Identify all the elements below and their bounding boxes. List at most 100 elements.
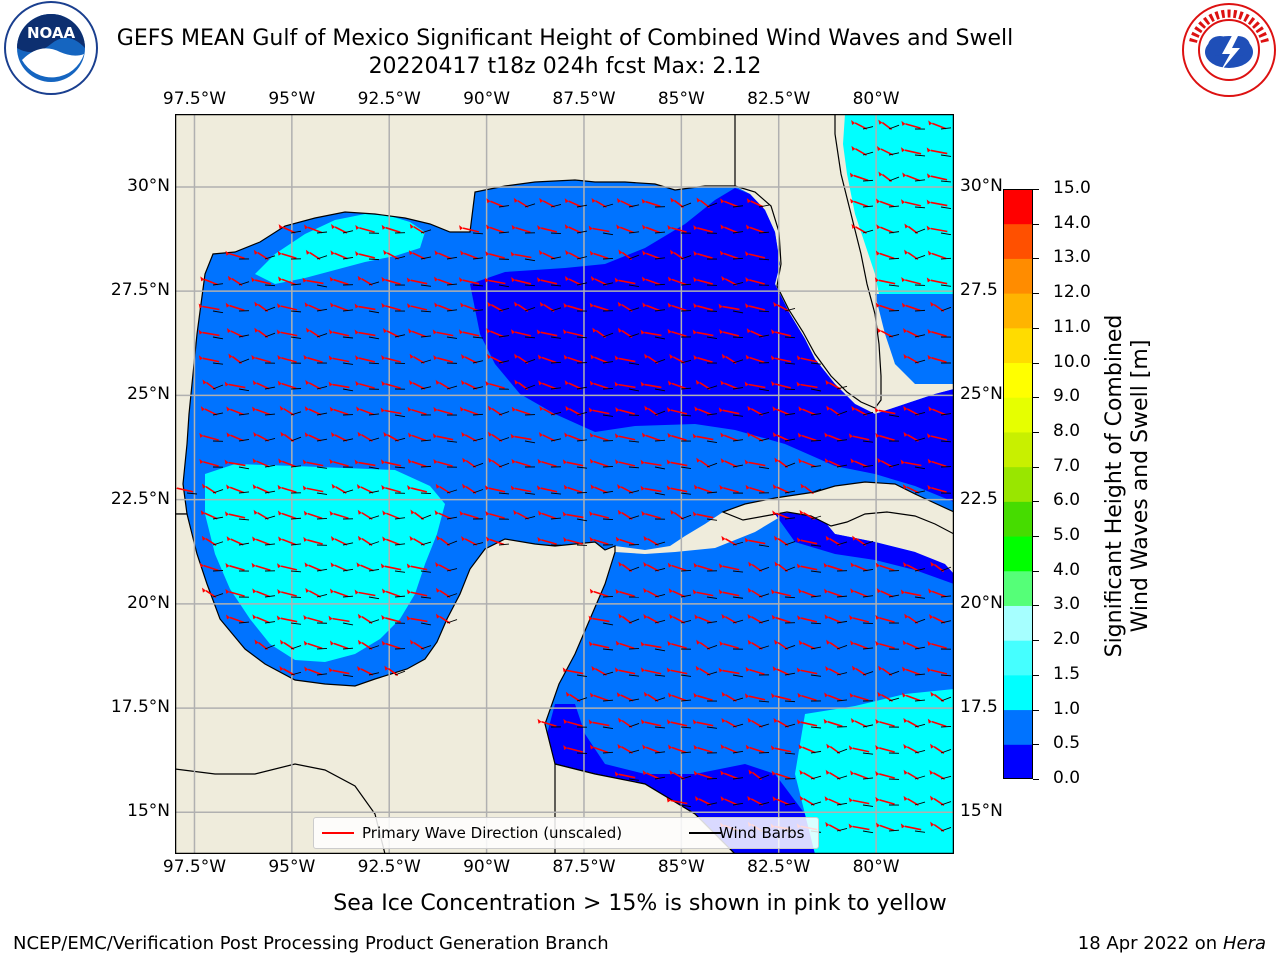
- wind-barb: [368, 490, 380, 494]
- wind-barb: [394, 334, 406, 338]
- land-us-coast: [175, 114, 736, 515]
- wind-barb: [628, 749, 640, 754]
- wave-direction-arrow: [589, 744, 614, 754]
- wind-barb: [368, 672, 380, 676]
- wave-direction-arrow: [826, 743, 848, 755]
- wind-barb: [940, 620, 952, 624]
- wind-barb: [758, 544, 770, 548]
- wind-barb: [576, 466, 588, 469]
- wind-barb: [654, 336, 666, 340]
- wind-barb: [732, 541, 744, 546]
- wind-barb: [862, 569, 874, 572]
- wave-direction-arrow: [670, 249, 692, 260]
- wave-direction-arrow: [641, 276, 666, 286]
- wind-barb: [680, 514, 692, 520]
- wind-barb: [446, 568, 458, 572]
- wind-barb: [394, 670, 406, 676]
- wind-barb: [732, 387, 744, 390]
- wind-barb: [836, 541, 848, 546]
- wind-barb: [888, 463, 900, 468]
- wind-barb: [524, 336, 536, 339]
- colorbar-tick-mark: [1033, 640, 1039, 642]
- wave-direction-arrow: [381, 640, 406, 650]
- wave-direction-arrow: [279, 405, 302, 416]
- wind-barb: [628, 515, 640, 520]
- wave-direction-arrow: [618, 613, 640, 625]
- wind-barb: [342, 230, 354, 234]
- wind-barb: [576, 204, 588, 208]
- wave-direction-arrow: [694, 614, 718, 624]
- wind-barb: [472, 386, 484, 390]
- wave-direction-arrow: [277, 588, 302, 598]
- wave-direction-arrow: [745, 303, 770, 313]
- wave-direction-arrow: [252, 406, 276, 416]
- wind-barb: [316, 385, 328, 390]
- wind-barb: [810, 646, 822, 650]
- wave-direction-arrow: [408, 432, 432, 442]
- wave-direction-arrow: [902, 692, 926, 702]
- wind-barb: [784, 490, 796, 494]
- wind-barb: [264, 644, 276, 650]
- wind-barb: [810, 595, 822, 598]
- wave-direction-arrow: [642, 302, 666, 312]
- wind-barb: [732, 257, 744, 260]
- wind-barb: [862, 647, 874, 650]
- wave-direction-arrow: [511, 224, 536, 234]
- wave-direction-arrow: [380, 459, 406, 469]
- wave-direction-arrow: [615, 640, 640, 650]
- wave-direction-arrow: [226, 328, 250, 338]
- wind-barb: [862, 179, 874, 182]
- wind-barb: [810, 488, 822, 494]
- wave-direction-arrow: [407, 303, 432, 313]
- wave-direction-arrow: [851, 119, 874, 130]
- wind-barb: [264, 332, 276, 338]
- colorbar-tick-mark: [1033, 258, 1039, 260]
- wave-direction-arrow: [226, 484, 250, 494]
- wave-direction-arrow: [201, 535, 224, 546]
- wave-direction-arrow: [930, 301, 952, 313]
- wind-barb: [888, 310, 900, 312]
- wave-direction-arrow: [774, 561, 796, 573]
- wave-direction-arrow: [228, 353, 250, 365]
- wind-barb: [394, 595, 406, 598]
- wind-barb: [914, 618, 926, 624]
- wave-direction-arrow: [875, 770, 900, 780]
- wave-direction-arrow: [225, 588, 250, 598]
- wave-direction-arrow: [200, 406, 224, 416]
- wave-direction-arrow: [851, 223, 874, 234]
- wave-direction-arrow: [410, 509, 432, 521]
- wave-direction-arrow: [877, 691, 900, 702]
- wind-barb: [524, 492, 536, 495]
- wind-barb: [446, 283, 458, 286]
- wave-direction-arrow: [875, 744, 900, 754]
- wave-direction-arrow: [198, 329, 224, 340]
- wind-barb: [732, 802, 744, 806]
- wind-barb: [212, 541, 224, 546]
- wave-direction-arrow: [718, 667, 744, 678]
- wave-direction-arrow: [643, 561, 666, 572]
- wave-direction-arrow: [718, 589, 744, 599]
- wave-direction-arrow: [926, 147, 952, 157]
- wind-barb: [758, 388, 770, 392]
- wave-direction-arrow: [276, 615, 302, 625]
- wave-direction-arrow: [901, 120, 926, 130]
- wave-direction-arrow: [539, 301, 562, 312]
- wind-barb: [888, 697, 900, 702]
- wind-barb: [342, 438, 354, 442]
- wave-direction-arrow: [747, 717, 770, 728]
- wind-barb: [628, 440, 640, 443]
- wave-direction-arrow: [641, 432, 666, 442]
- wave-direction-arrow: [744, 381, 770, 392]
- wind-barb: [316, 438, 328, 442]
- wind-barb: [680, 674, 692, 677]
- wave-direction-arrow: [901, 276, 926, 286]
- lon-tick-label: 92.5°W: [357, 89, 421, 109]
- wind-barb: [576, 439, 588, 442]
- wave-direction-arrow: [926, 225, 952, 236]
- wind-barb: [862, 622, 874, 625]
- wave-direction-arrow: [930, 795, 952, 806]
- wind-barb: [810, 801, 822, 806]
- wind-barb: [368, 281, 380, 286]
- wind-barb: [654, 309, 666, 312]
- wave-direction-arrow: [226, 432, 250, 442]
